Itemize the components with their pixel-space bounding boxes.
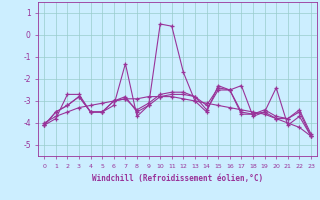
X-axis label: Windchill (Refroidissement éolien,°C): Windchill (Refroidissement éolien,°C)	[92, 174, 263, 183]
